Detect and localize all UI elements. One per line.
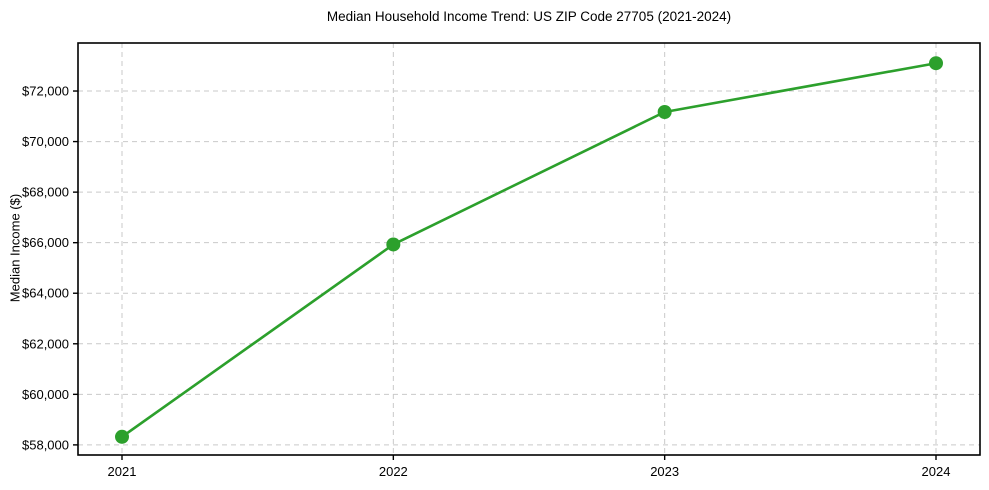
plot-frame	[77, 42, 981, 456]
data-point-marker	[115, 429, 129, 444]
y-tick-label: $64,000	[22, 286, 69, 301]
y-tick-label: $72,000	[22, 84, 69, 99]
y-tick-label: $70,000	[22, 134, 69, 149]
y-tick-label: $58,000	[22, 437, 69, 452]
y-tick-label: $60,000	[22, 387, 69, 402]
trend-line	[120, 61, 938, 439]
x-tick-label: 2023	[650, 464, 679, 479]
chart-title: Median Household Income Trend: US ZIP Co…	[326, 9, 732, 24]
y-tick-label: $62,000	[22, 336, 69, 351]
y-tick-label: $66,000	[22, 235, 69, 250]
x-tick-label: 2022	[379, 464, 408, 479]
x-tick-label: 2021	[108, 464, 137, 479]
y-tick-label: $68,000	[22, 185, 69, 200]
x-tick-label: 2024	[922, 464, 951, 479]
data-point-marker	[929, 56, 943, 71]
data-point-marker	[386, 237, 401, 252]
data-point-marker	[657, 105, 672, 120]
